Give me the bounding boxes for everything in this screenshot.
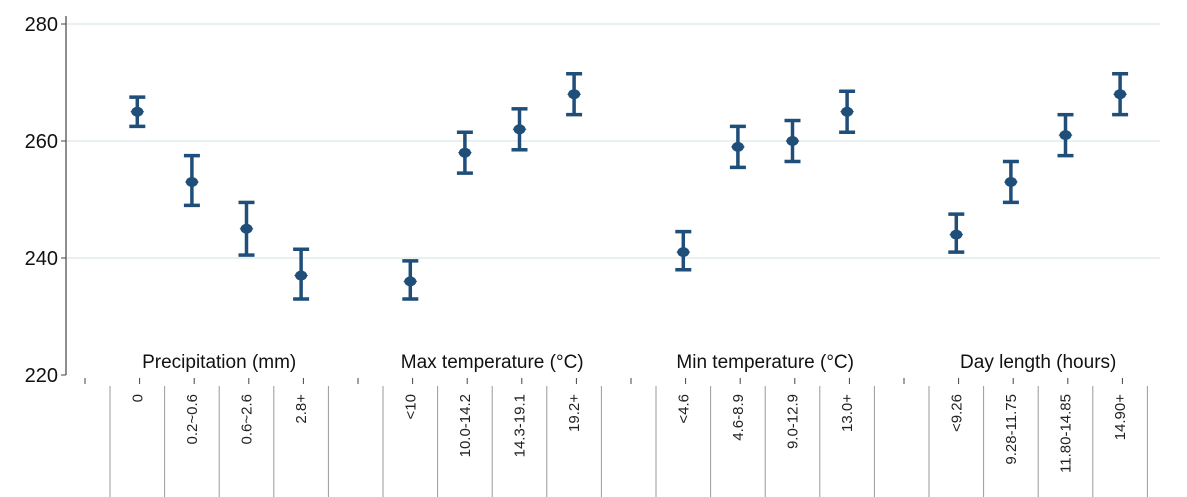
group-label: Day length (hours) (960, 352, 1116, 373)
category-label: 14.90+ (1112, 394, 1129, 441)
category-label: <10 (402, 394, 419, 419)
category-label: 4.6-8.9 (730, 394, 747, 441)
data-point-core (404, 276, 417, 287)
category-label: 0.6~2.6 (239, 394, 256, 444)
category-label: 10.0-14.2 (457, 394, 474, 457)
group-label: Precipitation (mm) (142, 352, 296, 373)
category-label: 9.0-12.9 (785, 394, 802, 449)
group-label: Max temperature (°C) (401, 352, 584, 373)
data-point-core (131, 106, 144, 117)
data-point-core (786, 136, 799, 146)
data-point-core (841, 106, 854, 117)
category-label: <9.26 (948, 394, 965, 432)
category-label: 11.80-14.85 (1058, 394, 1075, 473)
axes (61, 16, 1148, 497)
data-point-core (295, 270, 308, 281)
data-point-core (677, 247, 690, 258)
data-point-core (568, 89, 581, 100)
data-point-core (458, 147, 471, 158)
data-point-core (731, 141, 744, 152)
data-point-core (513, 124, 526, 135)
y-tick-label: 240 (25, 248, 58, 270)
data-point-core (240, 223, 253, 234)
category-label: 2.8+ (293, 394, 310, 424)
data-point-core (1059, 130, 1072, 141)
data-point-core (185, 176, 198, 187)
data-point-core (950, 229, 963, 240)
category-label: 9.28-11.75 (1003, 394, 1020, 465)
y-tick-label: 280 (25, 14, 58, 36)
category-label: <4.6 (675, 394, 692, 424)
category-label: 0.2~0.6 (184, 394, 201, 444)
y-tick-label: 260 (25, 131, 58, 153)
group-label: Min temperature (°C) (676, 352, 854, 373)
category-label: 19.2+ (566, 394, 583, 432)
y-tick-label: 220 (25, 365, 58, 387)
gridlines (66, 23, 1160, 259)
labels: 220 240 260 280 Precipitation (mm) 0 0.2~0.6 0.… (25, 14, 1129, 473)
data-marks (129, 71, 1129, 301)
data-point-core (1114, 89, 1127, 100)
category-label: 13.0+ (839, 394, 856, 432)
category-label: 0 (129, 394, 146, 402)
category-label: 14.3-19.1 (512, 394, 529, 457)
data-point-core (1004, 176, 1017, 187)
